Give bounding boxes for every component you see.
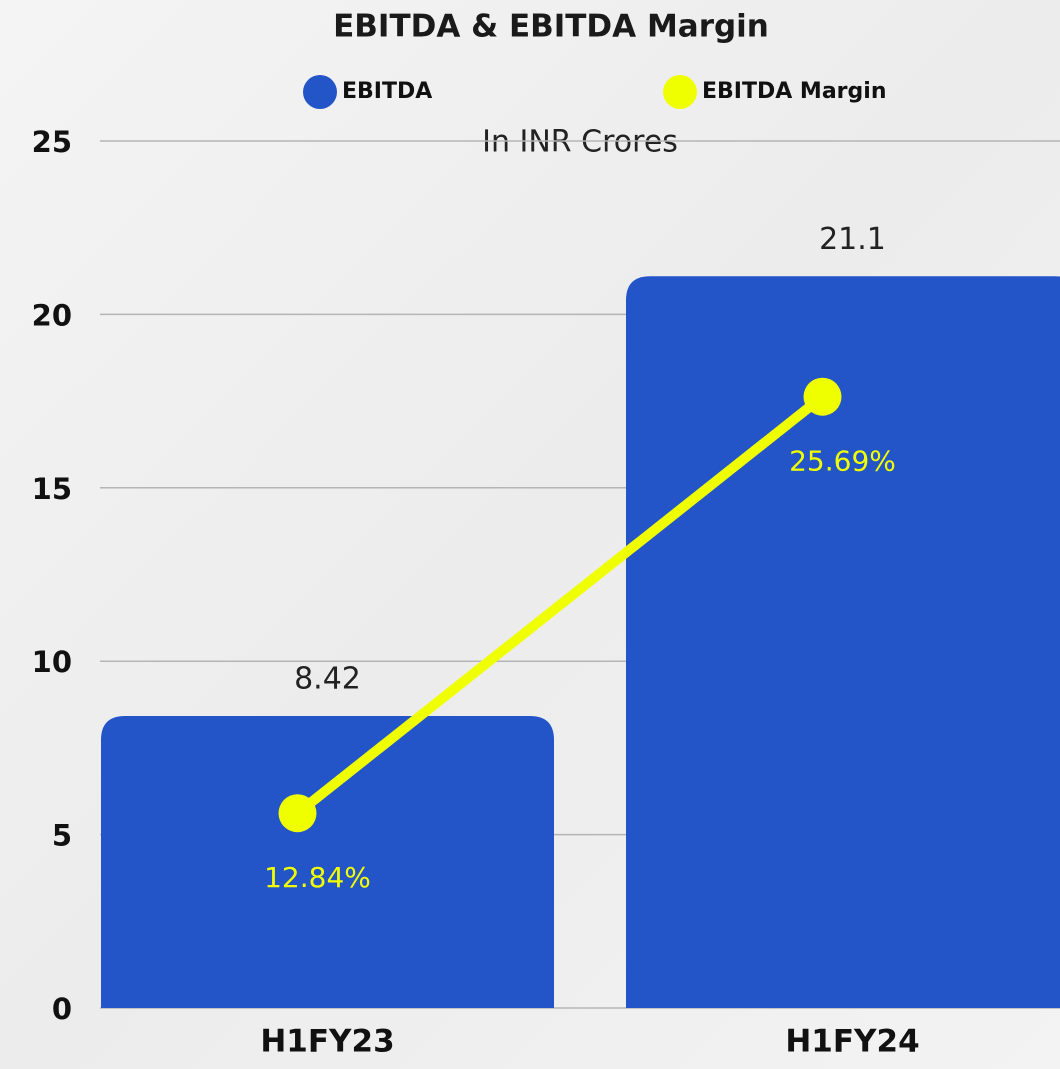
y-tick-label: 5	[52, 819, 72, 853]
line	[294, 392, 826, 818]
chart-title: EBITDA & EBITDA Margin	[333, 9, 769, 45]
bar	[101, 715, 554, 1008]
legend-label: EBITDA	[342, 79, 432, 104]
x-tick-label: H1FY23	[260, 1024, 394, 1060]
bar-value-label: 8.42	[294, 661, 361, 696]
line-value-label: 25.69%	[789, 445, 896, 478]
y-tick-label: 0	[52, 992, 72, 1026]
legend-marker	[663, 75, 697, 109]
y-tick-label: 25	[32, 125, 72, 159]
bar	[626, 276, 1060, 1008]
legend-marker	[303, 75, 337, 109]
line-point	[278, 794, 317, 833]
y-tick-label: 10	[32, 645, 72, 679]
bar-value-label: 21.1	[819, 222, 886, 257]
chart-subtitle: In INR Crores	[482, 125, 678, 160]
x-tick-label: H1FY24	[785, 1024, 919, 1060]
line-value-label: 12.84%	[264, 861, 371, 894]
legend-label: EBITDA Margin	[702, 79, 886, 104]
y-tick-label: 15	[32, 472, 72, 506]
line-point	[803, 377, 842, 416]
y-tick-label: 20	[32, 298, 72, 332]
